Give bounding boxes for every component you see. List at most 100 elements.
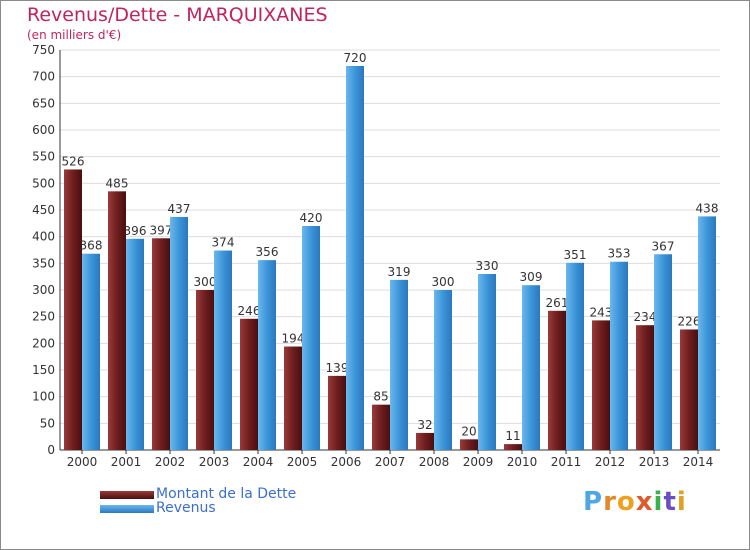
x-tick-label: 2004 [243,455,274,469]
legend-label-revenus: Revenus [156,500,216,516]
data-label-dette: 11 [505,429,520,443]
data-label-dette: 194 [282,332,305,346]
bar-dette [196,290,214,450]
y-tick-label: 250 [32,310,55,324]
y-tick-label: 550 [32,150,55,164]
data-label-revenus: 356 [256,245,279,259]
data-label-dette: 226 [678,314,701,328]
bar-revenus [302,226,320,450]
logo-letter: t [663,487,677,517]
y-tick-label: 450 [32,203,55,217]
data-label-revenus: 330 [476,259,499,273]
data-label-revenus: 720 [344,51,367,65]
bar-revenus [478,274,496,450]
data-label-revenus: 351 [564,248,587,262]
bar-revenus [566,262,584,450]
x-tick-label: 2007 [375,455,406,469]
y-tick-label: 750 [32,43,55,57]
y-tick-label: 650 [32,96,55,110]
bar-dette [592,320,610,450]
data-label-revenus: 437 [168,202,191,216]
bar-revenus [390,279,408,450]
bar-dette [284,346,302,450]
y-tick-label: 0 [47,443,55,457]
legend-swatch-dette [100,491,154,499]
data-label-dette: 139 [326,361,349,375]
data-label-revenus: 300 [432,275,455,289]
bar-revenus [434,290,452,450]
y-tick-label: 100 [32,390,55,404]
bar-dette [240,318,258,450]
bar-dette [64,169,82,450]
x-tick-label: 2003 [199,455,230,469]
bar-revenus [126,238,144,450]
x-tick-label: 2006 [331,455,362,469]
data-label-revenus: 420 [300,211,323,225]
chart-subtitle: (en milliers d'€) [27,28,122,42]
bar-dette [152,238,170,450]
bar-dette [108,191,126,451]
data-label-revenus: 396 [124,224,147,238]
x-tick-label: 2009 [463,455,494,469]
x-tick-label: 2000 [67,455,98,469]
data-label-revenus: 374 [212,236,235,250]
bar-dette [548,310,566,450]
proxiti-logo: Proxiti [583,487,687,517]
data-label-dette: 526 [62,154,85,168]
x-tick-label: 2014 [683,455,714,469]
legend-swatch-revenus [100,505,154,513]
data-label-dette: 234 [634,310,657,324]
x-tick-label: 2001 [111,455,142,469]
bar-revenus [170,216,188,450]
bar-dette [328,375,346,450]
bar-dette [372,404,390,450]
x-tick-label: 2005 [287,455,318,469]
bar-dette [680,329,698,450]
data-label-dette: 485 [106,176,129,190]
y-tick-label: 50 [40,416,55,430]
data-label-dette: 397 [150,223,173,237]
data-label-dette: 243 [590,305,613,319]
x-tick-label: 2011 [551,455,582,469]
x-tick-label: 2010 [507,455,538,469]
logo-letter: r [603,487,617,517]
bar-revenus [82,253,100,450]
bar-dette [416,432,434,450]
data-label-dette: 261 [546,296,569,310]
y-tick-label: 700 [32,70,55,84]
y-tick-label: 300 [32,283,55,297]
logo-letter: P [583,487,604,517]
logo-letter: i [676,487,687,517]
x-tick-label: 2013 [639,455,670,469]
logo-letter: o [616,487,636,517]
x-tick-label: 2008 [419,455,450,469]
data-label-dette: 300 [194,275,217,289]
data-label-revenus: 309 [520,270,543,284]
bar-dette [504,444,522,450]
logo-letter: x [635,487,654,517]
chart-title: Revenus/Dette - MARQUIXANES [27,4,328,26]
x-tick-label: 2002 [155,455,186,469]
y-tick-label: 200 [32,336,55,350]
bar-dette [636,325,654,450]
data-label-revenus: 368 [80,239,103,253]
bar-revenus [698,216,716,450]
bar-revenus [346,66,364,450]
data-label-dette: 32 [417,418,432,432]
data-label-revenus: 367 [652,239,675,253]
bar-revenus [610,261,628,450]
y-tick-label: 400 [32,230,55,244]
data-label-revenus: 438 [696,201,719,215]
legend-label-dette: Montant de la Dette [156,486,297,502]
data-label-dette: 85 [373,390,388,404]
y-tick-label: 350 [32,256,55,270]
data-label-revenus: 353 [608,247,631,261]
y-tick-label: 500 [32,176,55,190]
data-label-dette: 246 [238,304,261,318]
bar-revenus [214,250,232,450]
data-label-dette: 20 [461,424,476,438]
x-tick-label: 2012 [595,455,626,469]
bar-dette [460,439,478,450]
y-tick-label: 600 [32,123,55,137]
